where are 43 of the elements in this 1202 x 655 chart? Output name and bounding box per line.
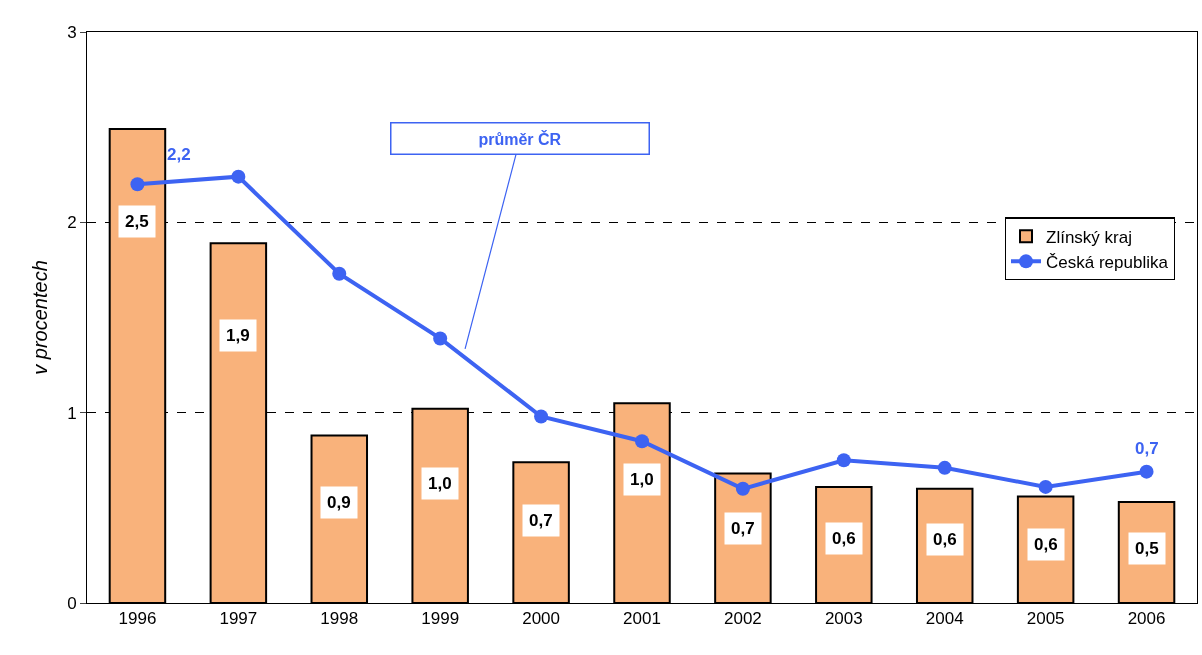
point: [433, 331, 448, 346]
x-tick-label: 1999: [421, 609, 460, 629]
point: [1139, 464, 1154, 479]
data-label: 0,9: [327, 493, 351, 512]
point: [534, 409, 549, 424]
data-label: 0,7: [529, 511, 553, 530]
data-label: 2,2: [167, 145, 191, 164]
data-label: 0,5: [1135, 539, 1159, 558]
x-tick-label: 2003: [824, 609, 863, 629]
point: [735, 481, 750, 496]
point: [231, 169, 246, 184]
x-tick-label: 2002: [724, 609, 762, 629]
legend-label: Zlínský kraj: [1046, 227, 1132, 247]
x-tick-label: 1998: [320, 609, 359, 629]
y-tick-label: 1: [67, 403, 77, 423]
data-label: 2,5: [125, 212, 149, 231]
point: [836, 453, 851, 468]
data-label: 1,9: [226, 326, 250, 345]
data-label: 1,0: [428, 474, 452, 493]
x-tick-label: 1996: [118, 609, 157, 629]
data-label: 0,6: [933, 530, 957, 549]
data-label: 0,7: [1135, 439, 1159, 458]
x-tick-label: 2005: [1026, 609, 1065, 629]
x-tick-label: 2006: [1127, 609, 1166, 629]
point: [635, 434, 649, 449]
x-tick-label: 2001: [623, 609, 661, 629]
y-tick-label: 3: [67, 22, 77, 42]
point: [130, 177, 145, 192]
point: [332, 266, 347, 281]
data-label: 0,7: [731, 519, 755, 538]
y-tick-label: 0: [67, 593, 77, 613]
y-axis-title: v procentech: [28, 260, 51, 375]
point: [937, 460, 952, 475]
data-label: 0,6: [832, 529, 856, 548]
x-tick-label: 2004: [925, 609, 964, 629]
x-tick-label: 1997: [219, 609, 258, 629]
legend-label: Česká republika: [1046, 252, 1169, 272]
annotation: průměr ČR: [478, 129, 562, 148]
data-label: 1,0: [630, 470, 654, 489]
point: [1038, 479, 1053, 494]
y-tick-label: 2: [67, 213, 77, 233]
data-label: 0,6: [1034, 535, 1058, 554]
x-tick-label: 2000: [522, 609, 560, 629]
